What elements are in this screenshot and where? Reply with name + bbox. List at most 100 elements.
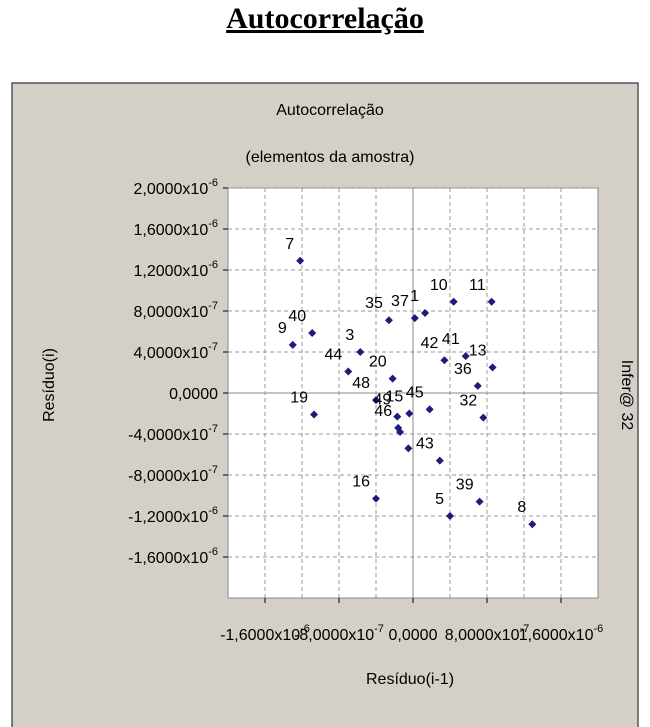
x-tick-label-base: -1,6000x10: [220, 627, 300, 644]
point: [487, 297, 496, 306]
y-tick-label-exp: -7: [208, 300, 218, 312]
x-tick-label: 0,0000: [389, 627, 438, 644]
point-label: 16: [352, 474, 370, 491]
point: [393, 412, 402, 421]
y-tick-label-base: -1,2000x10: [128, 509, 208, 526]
point-label: 35: [365, 295, 383, 312]
point: [404, 444, 413, 453]
x-tick-label: -8,0000x10-7: [294, 623, 384, 644]
x-tick-label-base: -8,0000x10: [294, 627, 374, 644]
y-tick-label-base: 4,0000x10: [133, 345, 208, 362]
point: [528, 520, 537, 529]
point: [461, 352, 470, 361]
y-tick-label-base: -4,0000x10: [128, 427, 208, 444]
y-tick-label: 0,0000: [169, 386, 218, 403]
point-label: 39: [456, 477, 474, 494]
chart-subtitle: (elementos da amostra): [246, 149, 415, 166]
point-label: 43: [416, 436, 434, 453]
y-tick-label-exp: -6: [208, 177, 218, 189]
point-label: 1: [410, 288, 419, 305]
point-label: 40: [288, 308, 306, 325]
x-tick-label-exp: -7: [519, 623, 529, 635]
y-tick-label: 8,0000x10-7: [133, 300, 218, 321]
point-label: 42: [421, 335, 439, 352]
point-label: 44: [324, 346, 342, 363]
point-label: 11: [469, 277, 486, 294]
point: [296, 256, 305, 265]
point-label: 36: [454, 361, 472, 378]
point: [410, 314, 419, 323]
point: [288, 340, 297, 349]
point-label: 3: [345, 327, 354, 344]
point: [425, 405, 434, 414]
x-tick-label: 8,0000x10-7: [445, 623, 530, 644]
point: [473, 381, 482, 390]
y-tick-label-exp: -6: [208, 505, 218, 517]
point: [475, 497, 484, 506]
point-label: 7: [285, 236, 294, 253]
point: [405, 409, 414, 418]
y-tick-label-base: 0,0000: [169, 386, 218, 403]
y-tick-label: 1,6000x10-6: [133, 218, 218, 239]
point-label: 49: [373, 392, 391, 409]
point-label: 5: [435, 491, 444, 508]
y-tick-label: -8,0000x10-7: [128, 464, 218, 485]
y-tick-label: 1,2000x10-6: [133, 259, 218, 280]
point: [446, 512, 454, 520]
y-tick-label-exp: -6: [208, 259, 218, 271]
point-label: 32: [460, 393, 478, 410]
point-label: 46: [374, 403, 392, 420]
y-tick-label-base: -1,6000x10: [128, 550, 208, 567]
point-label: 48: [352, 375, 370, 392]
point-label: 19: [290, 390, 308, 407]
watermark: Infer@ 32: [618, 360, 635, 431]
point: [440, 356, 449, 365]
y-tick-label-base: 2,0000x10: [133, 181, 208, 198]
x-axis-label: Resíduo(i-1): [366, 671, 454, 688]
y-tick-label: -4,0000x10-7: [128, 423, 218, 444]
point: [421, 309, 430, 318]
y-tick-label-exp: -7: [208, 341, 218, 353]
point: [310, 410, 319, 419]
y-tick-label-base: -8,0000x10: [128, 468, 208, 485]
y-tick-label-base: 1,6000x10: [133, 222, 208, 239]
point: [449, 297, 458, 306]
point-label: 41: [442, 331, 460, 348]
x-tick-label-exp: -6: [300, 623, 310, 635]
point-label: 45: [406, 384, 424, 401]
y-tick-label-exp: -7: [208, 464, 218, 476]
y-tick-label: -1,2000x10-6: [128, 505, 218, 526]
point: [388, 374, 397, 383]
x-tick-label-base: 1,6000x10: [519, 627, 594, 644]
y-axis-label: Resíduo(i): [41, 348, 58, 422]
y-tick-label-exp: -6: [208, 546, 218, 558]
y-tick-label: -1,6000x10-6: [128, 546, 218, 567]
x-tick-label-exp: -6: [593, 623, 603, 635]
x-tick-label-exp: -7: [374, 623, 384, 635]
y-tick-label-base: 1,2000x10: [133, 263, 208, 280]
y-tick-label: 4,0000x10-7: [133, 341, 218, 362]
point: [308, 329, 317, 338]
point-label: 9: [278, 320, 287, 337]
point-label: 13: [469, 342, 487, 359]
point: [396, 427, 405, 436]
point-label: 10: [430, 277, 448, 294]
point-label: 20: [369, 354, 387, 371]
point: [372, 494, 380, 503]
x-tick-label: 1,6000x10-6: [519, 623, 604, 644]
y-tick-label-base: 8,0000x10: [133, 304, 208, 321]
chart-title: Autocorrelação: [276, 102, 384, 119]
y-tick-label-exp: -6: [208, 218, 218, 230]
point: [479, 413, 488, 422]
point-label: 8: [517, 499, 526, 516]
y-tick-label-exp: -7: [208, 423, 218, 435]
y-tick-label: 2,0000x10-6: [133, 177, 218, 198]
page-title: Autocorrelação: [226, 2, 424, 35]
point: [356, 348, 365, 356]
point: [384, 316, 393, 325]
point: [372, 396, 380, 405]
point: [488, 363, 497, 372]
point-label: 37: [391, 293, 409, 310]
